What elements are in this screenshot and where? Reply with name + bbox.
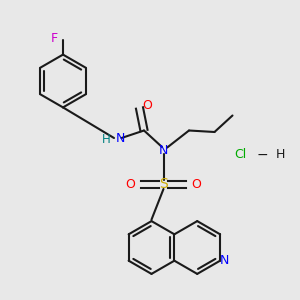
Text: N: N bbox=[159, 143, 168, 157]
Text: N: N bbox=[115, 131, 125, 145]
Text: O: O bbox=[142, 98, 152, 112]
Text: Cl: Cl bbox=[234, 148, 246, 161]
Text: O: O bbox=[126, 178, 135, 191]
Text: N: N bbox=[220, 254, 229, 267]
Text: S: S bbox=[159, 178, 168, 191]
Text: F: F bbox=[51, 32, 58, 45]
Text: −: − bbox=[257, 148, 268, 161]
Text: H: H bbox=[276, 148, 285, 161]
Text: O: O bbox=[192, 178, 201, 191]
Text: H: H bbox=[102, 133, 111, 146]
